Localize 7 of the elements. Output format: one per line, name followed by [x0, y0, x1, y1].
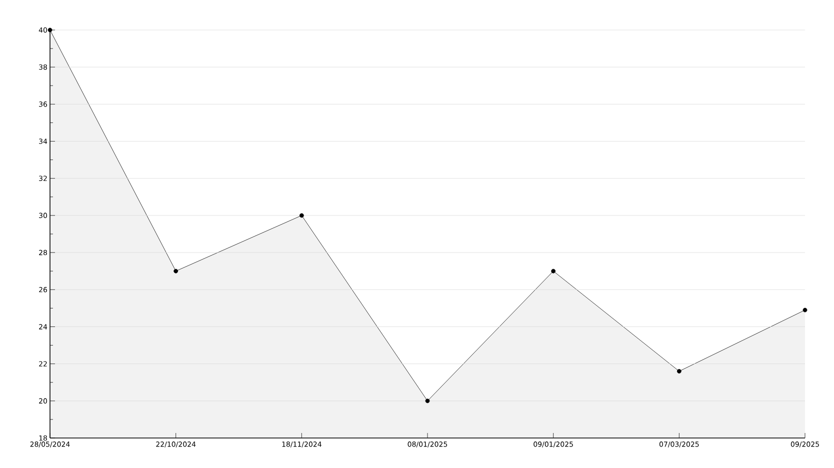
- point: [48, 28, 52, 32]
- point: [299, 213, 304, 218]
- point: [676, 369, 682, 374]
- point: [551, 268, 556, 274]
- point: [174, 268, 178, 274]
- point: [425, 398, 430, 404]
- point: [802, 308, 808, 312]
